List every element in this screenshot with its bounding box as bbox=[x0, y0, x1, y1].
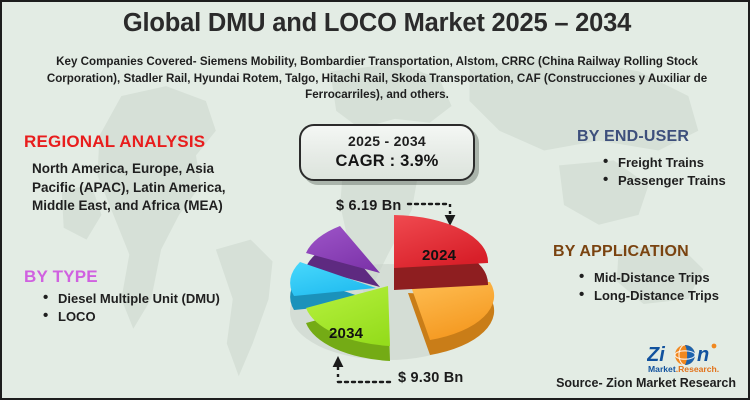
by-type-list: Diesel Multiple Unit (DMU) LOCO bbox=[38, 289, 266, 326]
cagr-value-label: CAGR : 3.9% bbox=[335, 152, 439, 170]
pie-chart bbox=[284, 215, 502, 376]
globe-icon bbox=[674, 344, 696, 366]
pie-slice-orange bbox=[408, 278, 495, 355]
source-attribution: Source- Zion Market Research bbox=[556, 376, 736, 390]
cagr-period-label: 2025 - 2034 bbox=[347, 133, 427, 149]
regional-analysis-text: North America, Europe, Asia Pacific (APA… bbox=[32, 161, 226, 213]
pie-slice-label-2034: 2034 bbox=[329, 325, 364, 342]
pie-slice-label-2024: 2024 bbox=[422, 247, 457, 264]
section-heading-by-type: BY TYPE bbox=[24, 267, 98, 286]
list-item: Diesel Multiple Unit (DMU) bbox=[43, 289, 266, 308]
list-item: LOCO bbox=[43, 307, 266, 326]
page-title: Global DMU and LOCO Market 2025 – 2034 bbox=[122, 9, 632, 37]
by-application-list: Mid-Distance Trips Long-Distance Trips bbox=[574, 268, 748, 305]
logo-n-text: n bbox=[697, 344, 709, 366]
base-year-value-label: $ 6.19 Bn bbox=[336, 198, 402, 214]
list-item: Freight Trains bbox=[603, 153, 748, 172]
pie-slice-green bbox=[306, 286, 390, 361]
zion-market-research-logo: Zi n Market.Research. bbox=[646, 342, 743, 376]
by-end-user-list: Freight Trains Passenger Trains bbox=[598, 153, 748, 190]
key-companies-text: Key Companies Covered- Siemens Mobility,… bbox=[46, 55, 708, 101]
pie-slice-red bbox=[394, 215, 489, 290]
section-heading-by-application: BY APPLICATION bbox=[553, 243, 689, 260]
list-item: Mid-Distance Trips bbox=[579, 268, 748, 287]
cagr-callout-box: 2025 - 2034 CAGR : 3.9% bbox=[299, 124, 475, 181]
section-heading-regional-analysis: REGIONAL ANALYSIS bbox=[24, 132, 206, 151]
section-heading-by-end-user: BY END-USER bbox=[577, 128, 690, 145]
logo-tagline-text: Market.Research. bbox=[648, 364, 719, 374]
list-item: Long-Distance Trips bbox=[579, 286, 748, 305]
pie-slice-purple bbox=[306, 226, 380, 287]
forecast-year-value-label: $ 9.30 Bn bbox=[398, 370, 464, 386]
list-item: Passenger Trains bbox=[603, 171, 748, 190]
logo-zi-text: Zi bbox=[647, 344, 665, 366]
